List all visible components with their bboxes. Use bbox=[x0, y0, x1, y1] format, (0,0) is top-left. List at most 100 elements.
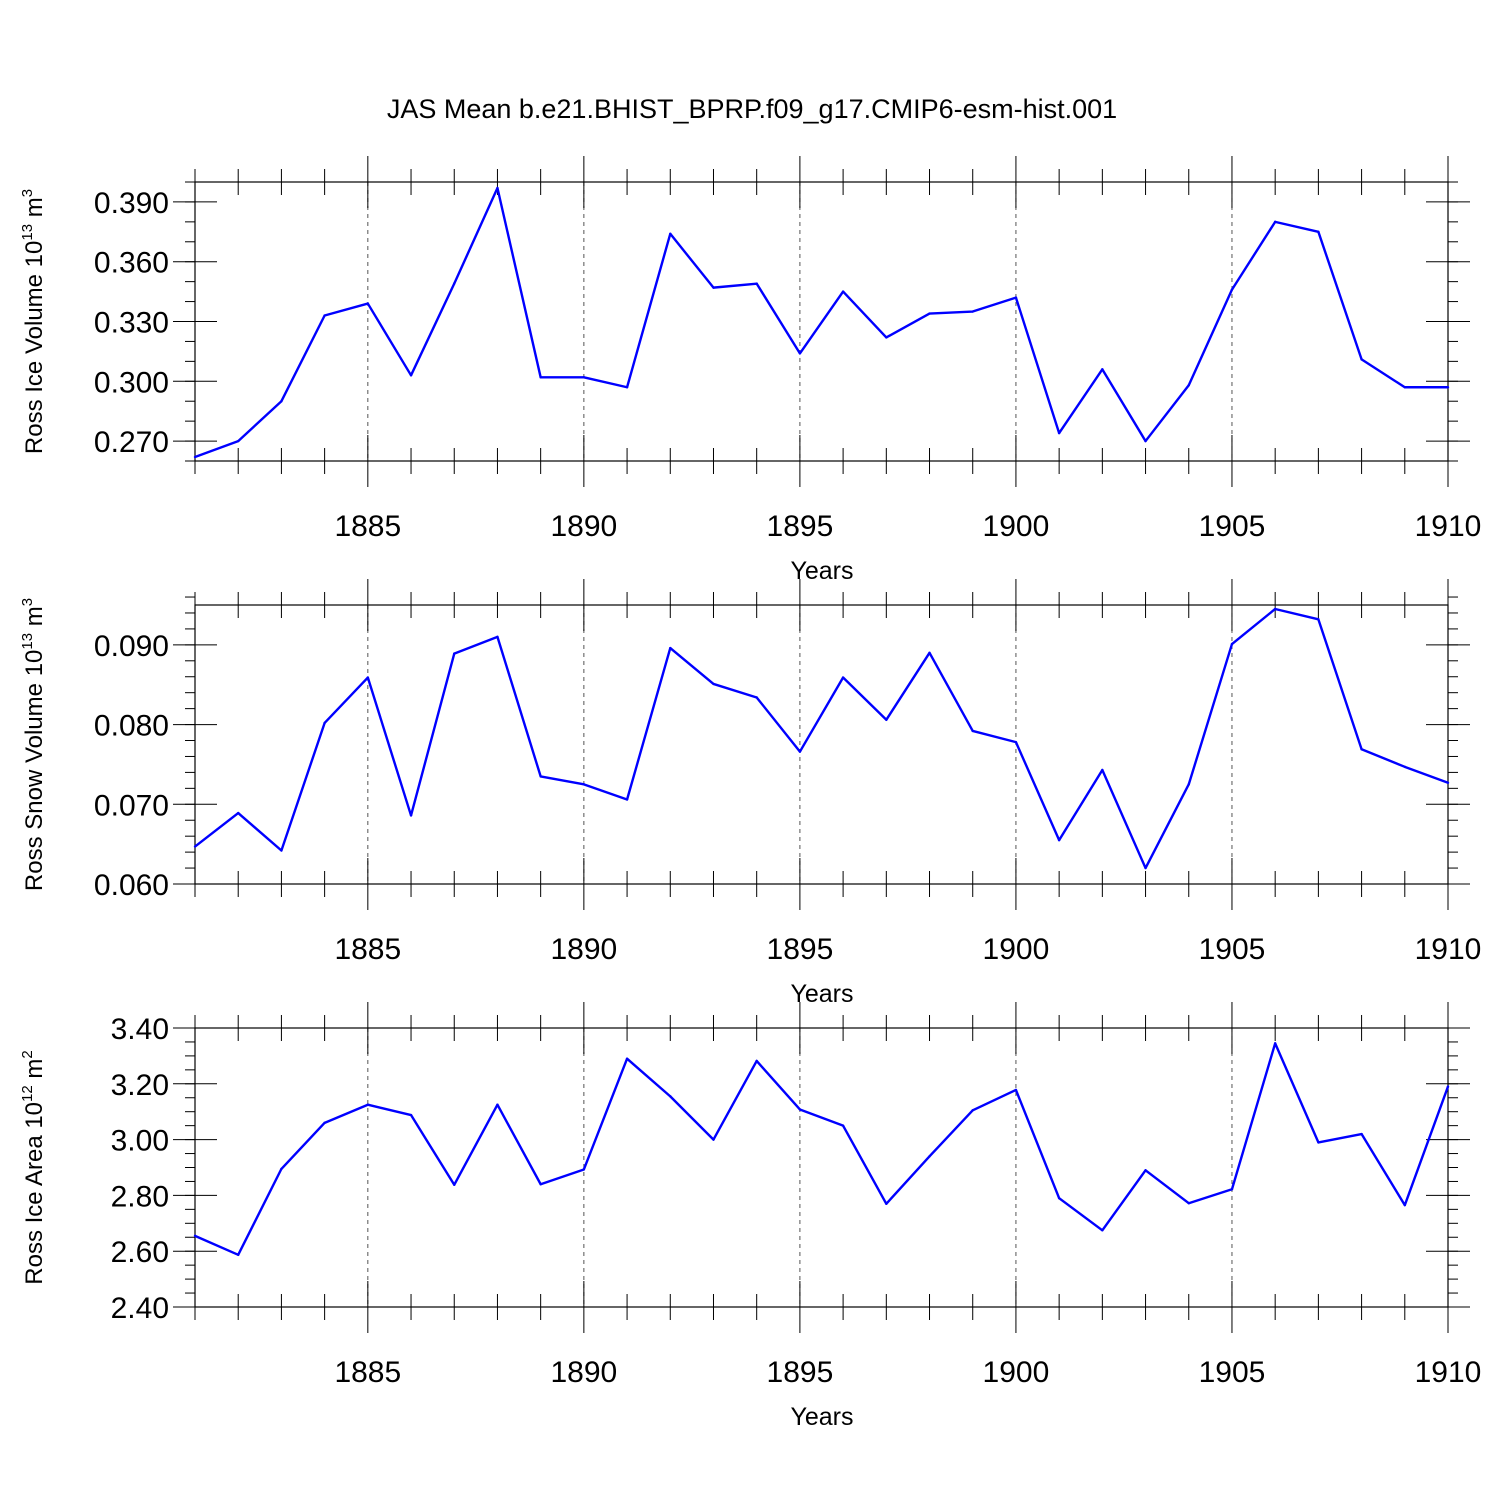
y-tick-label: 0.300 bbox=[94, 366, 169, 399]
data-point-1893 bbox=[712, 1138, 715, 1141]
data-point-1908 bbox=[1360, 748, 1363, 751]
data-point-1888 bbox=[496, 1103, 499, 1106]
y-tick-label: 2.40 bbox=[111, 1292, 169, 1325]
series-line bbox=[194, 607, 1449, 870]
data-point-1886 bbox=[409, 374, 413, 377]
x-tick-label-1890: 1890 bbox=[550, 933, 617, 966]
y-tick-label: 3.20 bbox=[111, 1069, 169, 1102]
data-point-1905 bbox=[1230, 1188, 1234, 1191]
data-point-1900 bbox=[1014, 740, 1018, 744]
data-point-1887 bbox=[453, 282, 456, 285]
y-tick-label: 0.080 bbox=[94, 710, 169, 743]
y-tick-label: 0.390 bbox=[94, 187, 169, 220]
y-axis-label: Ross Ice Volume 1013 m3 bbox=[19, 189, 48, 454]
data-point-1891 bbox=[625, 798, 629, 801]
data-point-1903 bbox=[1144, 439, 1147, 443]
data-point-1909 bbox=[1403, 765, 1406, 769]
y-axis-label-text: Ross Ice Volume 10 bbox=[21, 241, 48, 454]
data-point-1884 bbox=[323, 1121, 326, 1125]
data-point-1901 bbox=[1057, 838, 1061, 842]
data-point-1883 bbox=[280, 400, 283, 403]
data-point-1897 bbox=[885, 718, 888, 721]
data-point-1890 bbox=[582, 1168, 586, 1171]
plot-frame bbox=[194, 604, 1449, 885]
data-point-1890 bbox=[582, 783, 586, 786]
x-tick-label-1885: 1885 bbox=[334, 1356, 401, 1389]
data-point-1892 bbox=[669, 232, 672, 236]
data-point-1889 bbox=[539, 775, 542, 778]
plot-frame bbox=[194, 1027, 1449, 1308]
y-tick-label: 0.330 bbox=[94, 307, 169, 340]
data-point-1904 bbox=[1187, 384, 1190, 387]
y-axis-label-exponent: 13 bbox=[19, 224, 36, 241]
data-point-1883 bbox=[280, 1167, 283, 1171]
data-point-1901 bbox=[1057, 1196, 1061, 1200]
x-tick-label-1905: 1905 bbox=[1199, 933, 1266, 966]
data-point-1881 bbox=[193, 845, 197, 848]
data-point-1885 bbox=[366, 302, 370, 305]
y-tick-label: 0.270 bbox=[94, 426, 169, 459]
data-point-1893 bbox=[712, 286, 715, 289]
y-tick-label: 2.60 bbox=[111, 1236, 169, 1269]
x-tick-label-1900: 1900 bbox=[983, 1356, 1050, 1389]
y-axis-label-exponent: 12 bbox=[19, 1085, 36, 1102]
data-point-1888 bbox=[496, 186, 499, 190]
data-point-1909 bbox=[1403, 1203, 1406, 1207]
data-point-1899 bbox=[971, 310, 974, 313]
data-point-1892 bbox=[669, 646, 672, 650]
x-tick-label-1905: 1905 bbox=[1199, 1356, 1266, 1389]
data-point-1903 bbox=[1144, 1169, 1147, 1172]
data-point-1891 bbox=[625, 1057, 629, 1060]
data-point-1899 bbox=[971, 1109, 974, 1112]
data-point-1892 bbox=[669, 1095, 672, 1098]
data-point-1907 bbox=[1317, 618, 1320, 621]
x-tick-label-1890: 1890 bbox=[550, 1356, 617, 1389]
data-point-1894 bbox=[755, 282, 758, 285]
x-tick-label-1900: 1900 bbox=[983, 933, 1050, 966]
x-tick-label-1885: 1885 bbox=[334, 510, 401, 543]
x-tick-label-1910: 1910 bbox=[1415, 1356, 1482, 1389]
series-line bbox=[194, 186, 1448, 459]
y-tick-label: 2.80 bbox=[111, 1180, 169, 1213]
data-point-1895 bbox=[798, 750, 802, 753]
x-tick-label-1910: 1910 bbox=[1415, 510, 1482, 543]
x-tick-label-1895: 1895 bbox=[767, 1356, 834, 1389]
data-point-1909 bbox=[1403, 386, 1406, 389]
x-tick-label-1895: 1895 bbox=[767, 510, 834, 543]
data-point-1900 bbox=[1014, 1088, 1018, 1092]
data-point-1882 bbox=[237, 811, 240, 815]
data-point-1896 bbox=[841, 676, 845, 679]
x-tick-label-1900: 1900 bbox=[983, 510, 1050, 543]
data-point-1882 bbox=[237, 439, 240, 443]
data-point-1882 bbox=[237, 1253, 240, 1257]
x-tick-label-1890: 1890 bbox=[550, 510, 617, 543]
y-axis-label-text: Ross Snow Volume 10 bbox=[21, 650, 48, 891]
data-point-1908 bbox=[1360, 1132, 1363, 1136]
data-point-1910 bbox=[1446, 781, 1450, 784]
y-axis-label-unit-exponent: 3 bbox=[19, 189, 36, 197]
x-tick-label-1905: 1905 bbox=[1199, 510, 1266, 543]
data-point-1884 bbox=[323, 721, 326, 725]
data-point-1902 bbox=[1101, 368, 1104, 371]
panels: 0.270 0.300 0.330 0.360 0.390 1885 1890 1895 190… bbox=[19, 156, 1481, 1431]
data-point-1897 bbox=[885, 1202, 888, 1205]
data-point-1890 bbox=[582, 376, 586, 379]
data-point-1905 bbox=[1230, 642, 1234, 646]
y-axis-label-unit-exponent: 2 bbox=[19, 1050, 36, 1058]
data-point-1903 bbox=[1144, 866, 1147, 870]
plot-frame bbox=[194, 181, 1449, 462]
data-point-1906 bbox=[1273, 220, 1277, 224]
y-axis-label: Ross Snow Volume 1013 m3 bbox=[19, 598, 48, 891]
data-point-1906 bbox=[1273, 1042, 1277, 1045]
data-point-1907 bbox=[1317, 1141, 1320, 1144]
x-axis-label: Years bbox=[790, 1403, 853, 1431]
data-point-1886 bbox=[409, 1113, 413, 1117]
data-point-1885 bbox=[366, 676, 370, 679]
data-point-1895 bbox=[798, 1108, 802, 1111]
y-tick-label: 3.00 bbox=[111, 1125, 169, 1158]
y-axis-label-unit: m bbox=[21, 1059, 48, 1086]
data-point-1888 bbox=[496, 635, 499, 639]
data-point-1904 bbox=[1187, 1202, 1190, 1205]
x-axis-label: Years bbox=[790, 557, 853, 585]
data-point-1898 bbox=[928, 1155, 931, 1158]
